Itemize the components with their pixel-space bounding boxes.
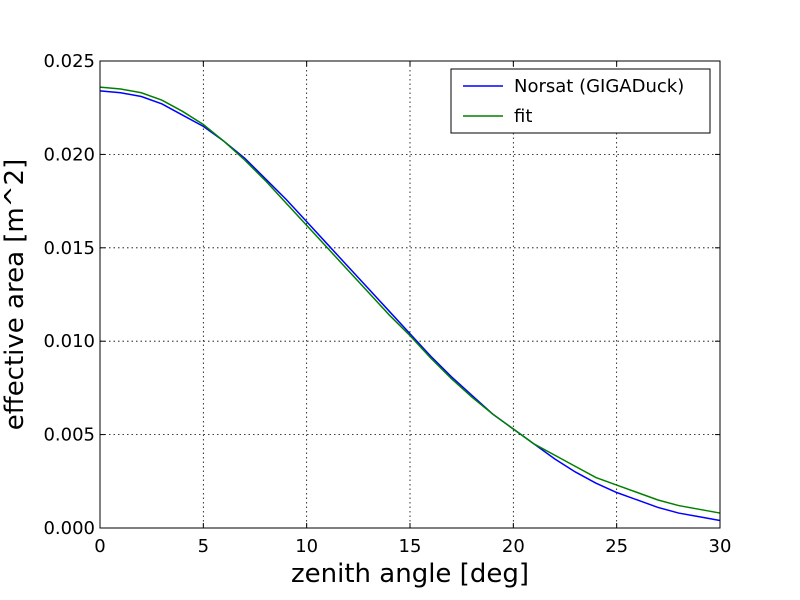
series-line-norsat	[99, 90, 721, 522]
y-tick-label: 0.010	[43, 331, 95, 352]
x-tick-label: 5	[198, 536, 209, 557]
x-axis-title: zenith angle [deg]	[291, 559, 529, 589]
legend-label-fit: fit	[514, 106, 532, 127]
x-tick-label: 10	[295, 536, 318, 557]
y-tick-label: 0.015	[43, 238, 95, 259]
y-tick-label: 0.005	[43, 425, 95, 446]
grid	[100, 61, 720, 528]
legend: Norsat (GIGADuck) fit	[450, 68, 711, 134]
tick-marks	[99, 60, 721, 529]
y-tick-label: 0.000	[43, 518, 95, 539]
series-lines	[99, 86, 721, 522]
y-tick-labels: 0.000 0.005 0.010 0.015 0.020 0.025	[43, 51, 95, 539]
x-tick-labels: 0 5 10 15 20 25 30	[94, 536, 731, 557]
x-tick-label: 30	[709, 536, 732, 557]
x-tick-label: 0	[94, 536, 105, 557]
legend-label-norsat: Norsat (GIGADuck)	[514, 76, 684, 97]
y-tick-label: 0.025	[43, 51, 95, 72]
x-tick-label: 15	[399, 536, 422, 557]
y-tick-label: 0.020	[43, 144, 95, 165]
y-axis-title: effective area [m^2]	[0, 159, 30, 430]
series-line-fit	[99, 86, 721, 514]
legend-box	[450, 68, 711, 134]
x-tick-label: 25	[605, 536, 628, 557]
x-tick-label: 20	[502, 536, 525, 557]
